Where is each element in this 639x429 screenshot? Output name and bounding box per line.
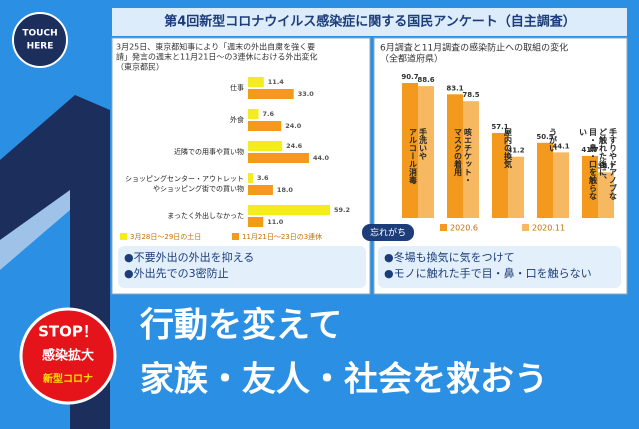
- bar: [402, 83, 418, 218]
- category-label: 目・鼻・口を触らな: [589, 128, 598, 200]
- value-label: 88.6: [417, 76, 434, 84]
- bar: [463, 101, 479, 218]
- bar: [598, 172, 614, 218]
- bar: [248, 141, 283, 151]
- subtitle: 3月25日、東京都知事により「週末の外出自粛を強く要: [116, 42, 315, 52]
- touch-label: TOUCH: [22, 29, 57, 39]
- bar: [447, 94, 463, 218]
- touch-button[interactable]: [12, 12, 68, 68]
- category-label: ど触れた後に、: [598, 127, 608, 184]
- category-label: い: [579, 128, 588, 136]
- category-label: やショッピング街での買い物: [153, 184, 244, 193]
- legend-label: 11月21日～23日の3連休: [242, 232, 322, 241]
- title: 第4回新型コロナウイルス感染症に関する国民アンケート（自主調査）: [164, 14, 576, 30]
- category-label: 仕事: [230, 83, 244, 92]
- value-label: 57.1: [491, 123, 508, 131]
- value-label: 44.0: [313, 154, 330, 162]
- bar: [248, 205, 330, 215]
- value-label: 30.7: [597, 162, 614, 170]
- note: ●モノに触れた手で目・鼻・口を触らない: [384, 266, 592, 280]
- value-label: 11.0: [267, 218, 284, 226]
- legend-swatch: [232, 233, 239, 240]
- bar: [508, 156, 524, 218]
- subtitle: 請」発言の週末と11月21日～の3連休における外出変化: [116, 52, 317, 62]
- category-label: 手洗いや: [419, 127, 428, 161]
- bar: [248, 173, 253, 183]
- value-label: 83.1: [446, 84, 463, 92]
- tag: [362, 224, 414, 241]
- slogan: 行動を変えて: [140, 306, 342, 346]
- bar: [553, 152, 569, 218]
- bar: [248, 153, 309, 163]
- value-label: 18.0: [277, 186, 294, 194]
- bar: [248, 185, 273, 195]
- legend-label: 2020.6: [450, 224, 478, 233]
- category-label: 近隣での用事や買い物: [174, 147, 244, 156]
- slogan: 家族・友人・社会を救おう: [140, 360, 548, 400]
- stripe-light: [0, 190, 70, 270]
- value-label: 33.0: [298, 90, 315, 98]
- category-label: マスクの着用: [454, 128, 463, 177]
- subtitle: （東京都民）: [116, 62, 164, 72]
- touch-label: HERE: [27, 42, 54, 52]
- legend-swatch: [120, 233, 127, 240]
- legend-swatch: [522, 224, 529, 231]
- stop-badge: [19, 307, 117, 405]
- stop-text: STOP！: [38, 323, 98, 341]
- note: ●外出先での3密防止: [124, 266, 229, 280]
- value-label: 41.2: [507, 147, 524, 155]
- category-label: うがい: [549, 128, 558, 152]
- category-label: アルコール消毒: [409, 128, 418, 185]
- category-label: まったく外出しなかった: [167, 211, 244, 220]
- value-label: 7.6: [263, 110, 275, 118]
- bar: [248, 217, 264, 227]
- note: ●不要外出の外出を抑える: [124, 250, 254, 264]
- tag-label: 忘れがち: [370, 227, 406, 239]
- bar: [248, 89, 294, 99]
- value-label: 78.5: [462, 91, 479, 99]
- value-label: 24.0: [285, 122, 302, 130]
- value-label: 90.7: [401, 73, 418, 81]
- value-label: 11.4: [268, 78, 285, 86]
- subtitle: 6月調査と11月調査の感染防止への取組の変化: [380, 42, 568, 54]
- bar: [248, 121, 282, 131]
- legend-swatch: [440, 224, 447, 231]
- value-label: 24.6: [286, 142, 303, 150]
- value-label: 50.5: [536, 133, 553, 141]
- legend-label: 2020.11: [532, 224, 565, 233]
- bar: [492, 133, 508, 218]
- note: ●冬場も換気に気をつけて: [384, 250, 515, 264]
- stop-text: 感染拡大: [42, 348, 94, 364]
- category-label: 外食: [230, 115, 244, 124]
- value-label: 41.7: [581, 146, 598, 154]
- category-label: 手すりやドアノブな: [609, 127, 618, 200]
- subtitle: （全都道府県）: [380, 53, 443, 65]
- bar: [582, 155, 598, 218]
- notes-right-box: [378, 246, 621, 288]
- value-label: 59.2: [334, 206, 350, 214]
- value-label: 3.6: [257, 174, 269, 182]
- category-label: ショッピングセンター・アウトレット: [125, 174, 244, 183]
- bar: [248, 109, 259, 119]
- stop-text: 新型コロナ: [43, 372, 93, 385]
- bar: [537, 142, 553, 218]
- bar: [248, 77, 264, 87]
- bar: [418, 86, 434, 218]
- category-label: 屋内の換気: [503, 127, 513, 169]
- title-band: [112, 8, 627, 36]
- legend-label: 3月28日～29日の土日: [130, 232, 201, 241]
- category-label: 咳エチケット・: [464, 127, 473, 184]
- notes-left-box: [118, 246, 366, 288]
- value-label: 44.1: [552, 142, 569, 150]
